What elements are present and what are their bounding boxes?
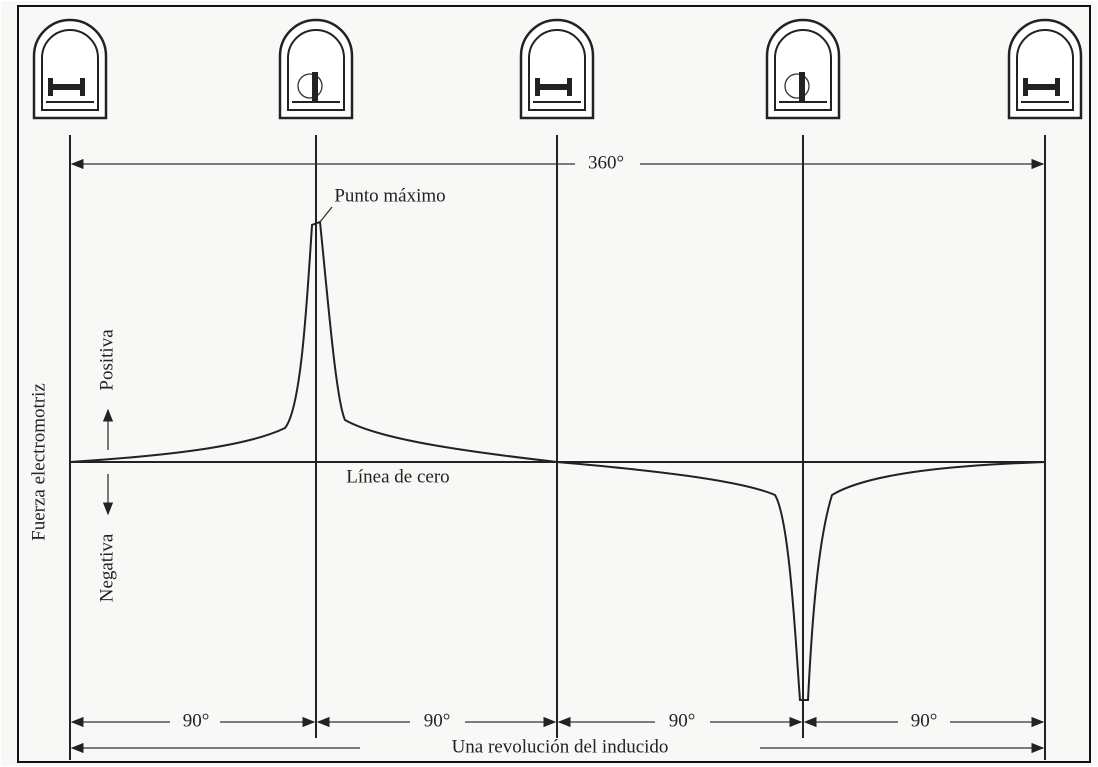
revolution-label: Una revolución del inducido — [452, 736, 669, 757]
quarter-label: 90° — [911, 710, 938, 731]
full-turn-label: 360° — [588, 152, 624, 173]
quarter-label: 90° — [669, 710, 696, 731]
y-axis-title: Fuerza electromotriz — [28, 383, 49, 541]
diagram: 360° Punto máximo Línea de cero Fuerza e… — [0, 0, 1098, 767]
zero-label: Línea de cero — [346, 466, 449, 487]
peak-label: Punto máximo — [334, 185, 445, 206]
quarter-label: 90° — [183, 710, 210, 731]
negative-label: Negativa — [96, 533, 117, 602]
quarter-label: 90° — [424, 710, 451, 731]
positive-label: Positiva — [96, 329, 117, 391]
